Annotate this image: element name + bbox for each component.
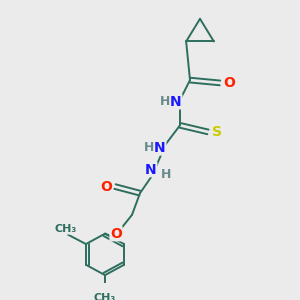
Text: H: H [160,95,170,108]
Text: O: O [110,227,122,241]
Text: O: O [223,76,235,90]
Text: CH₃: CH₃ [55,224,77,234]
Text: N: N [170,95,182,109]
Text: H: H [161,168,171,181]
Text: N: N [154,141,166,155]
Text: H: H [144,141,154,154]
Text: O: O [100,180,112,194]
Text: CH₃: CH₃ [94,293,116,300]
Text: S: S [212,125,222,139]
Text: N: N [145,163,157,177]
